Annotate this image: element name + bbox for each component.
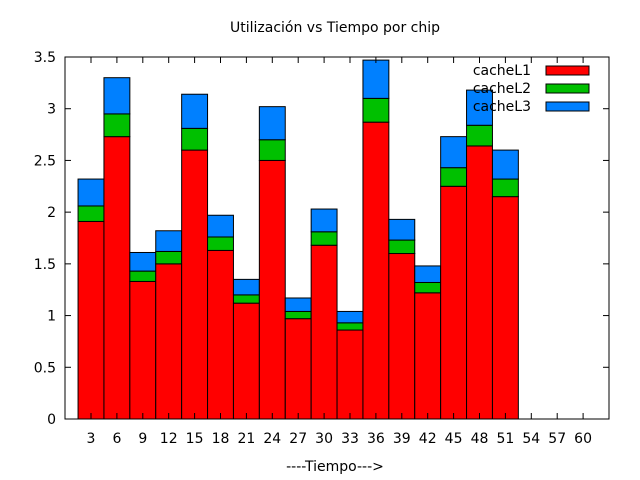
bar-cacheL2-48 (466, 124, 493, 147)
x-tick-label: 30 (315, 431, 333, 447)
bar-cacheL2-15 (181, 127, 209, 151)
bar-cacheL3-45 (440, 136, 468, 169)
bar-cacheL2-18 (207, 236, 234, 251)
y-tick-label: 1 (47, 309, 56, 325)
legend-label-cacheL3: cacheL3 (473, 99, 531, 115)
x-tick-label: 33 (341, 431, 359, 447)
legend-swatch-cacheL3 (545, 101, 590, 112)
legend-label-cacheL1: cacheL1 (473, 63, 531, 79)
bar-cacheL2-45 (440, 167, 468, 187)
bar-cacheL1-48 (466, 145, 493, 420)
bar-cacheL2-51 (491, 178, 519, 198)
bar-cacheL2-36 (362, 97, 390, 123)
bar-cacheL3-12 (155, 230, 183, 252)
x-tick-label: 27 (289, 431, 307, 447)
bar-cacheL3-27 (284, 297, 312, 312)
bar-cacheL3-36 (362, 59, 390, 99)
bar-cacheL2-42 (414, 281, 442, 294)
chart-title: Utilización vs Tiempo por chip (230, 20, 440, 36)
bar-cacheL1-51 (491, 196, 519, 420)
bar-cacheL2-9 (129, 270, 157, 282)
bar-cacheL1-24 (258, 159, 286, 420)
bar-cacheL3-21 (232, 278, 260, 296)
bar-cacheL3-51 (491, 149, 519, 180)
x-tick-label: 60 (574, 431, 592, 447)
y-tick-label: 1.5 (34, 257, 56, 273)
legend-swatch-cacheL1 (545, 65, 590, 76)
x-tick-label: 24 (263, 431, 281, 447)
bar-cacheL1-33 (336, 329, 364, 420)
x-tick-label: 48 (471, 431, 489, 447)
plot-frame (64, 56, 610, 420)
bar-cacheL2-24 (258, 139, 286, 161)
y-tick-label: 3 (47, 102, 56, 118)
legend: cacheL1 cacheL2 cacheL3 (473, 63, 590, 115)
x-axis-label: ----Tiempo---> (286, 459, 384, 475)
x-tick-label: 3 (87, 431, 96, 447)
x-tick-label: 36 (367, 431, 385, 447)
bar-cacheL2-39 (388, 239, 416, 255)
bar-cacheL1-36 (362, 121, 390, 420)
axes-layer: 00.511.522.533.53 6 9 12 15 18 21 24 27 30 33 36 39 4… (34, 50, 610, 447)
bar-cacheL1-30 (310, 244, 338, 420)
x-tick-label: 57 (548, 431, 566, 447)
x-tick-label: 54 (522, 431, 540, 447)
x-tick-label: 42 (419, 431, 437, 447)
bar-cacheL2-6 (103, 113, 131, 138)
bar-cacheL1-39 (388, 253, 416, 420)
x-tick-label: 6 (112, 431, 121, 447)
bar-cacheL1-27 (284, 318, 312, 420)
bar-cacheL1-3 (77, 220, 105, 420)
bar-cacheL1-18 (207, 249, 234, 420)
bar-cacheL3-3 (77, 178, 105, 207)
bar-cacheL2-30 (310, 231, 338, 246)
bar-cacheL1-9 (129, 280, 157, 420)
bar-cacheL1-45 (440, 185, 468, 420)
bar-cacheL2-21 (232, 294, 260, 304)
bar-cacheL1-12 (155, 263, 183, 420)
bar-cacheL3-9 (129, 251, 157, 272)
x-tick-label: 51 (496, 431, 514, 447)
x-tick-label: 15 (186, 431, 204, 447)
bar-cacheL3-39 (388, 218, 416, 241)
bar-cacheL3-15 (181, 93, 209, 129)
x-tick-label: 9 (138, 431, 147, 447)
bar-cacheL3-18 (207, 214, 234, 238)
bar-cacheL1-42 (414, 292, 442, 420)
bar-cacheL1-6 (103, 136, 131, 420)
legend-swatch-cacheL2 (545, 83, 590, 94)
x-tick-label: 12 (160, 431, 178, 447)
bar-cacheL1-15 (181, 149, 209, 420)
bar-cacheL2-3 (77, 205, 105, 222)
legend-label-cacheL2: cacheL2 (473, 81, 531, 97)
bar-cacheL2-27 (284, 310, 312, 320)
bar-cacheL3-6 (103, 77, 131, 115)
bar-cacheL3-42 (414, 265, 442, 283)
x-tick-label: 18 (212, 431, 230, 447)
bar-cacheL3-30 (310, 208, 338, 233)
bar-cacheL3-33 (336, 310, 364, 324)
y-tick-label: 0 (47, 412, 56, 428)
y-tick-label: 2 (47, 205, 56, 221)
x-tick-label: 21 (237, 431, 255, 447)
bar-cacheL3-24 (258, 106, 286, 141)
bar-cacheL3-48 (466, 89, 493, 126)
bars-layer (77, 59, 519, 420)
y-tick-label: 3.5 (34, 50, 56, 66)
bar-cacheL2-33 (336, 322, 364, 331)
bar-cacheL1-21 (232, 302, 260, 420)
y-tick-label: 0.5 (34, 360, 56, 376)
y-tick-label: 2.5 (34, 153, 56, 169)
x-tick-label: 45 (445, 431, 463, 447)
x-tick-label: 39 (393, 431, 411, 447)
bar-cacheL2-12 (155, 250, 183, 265)
